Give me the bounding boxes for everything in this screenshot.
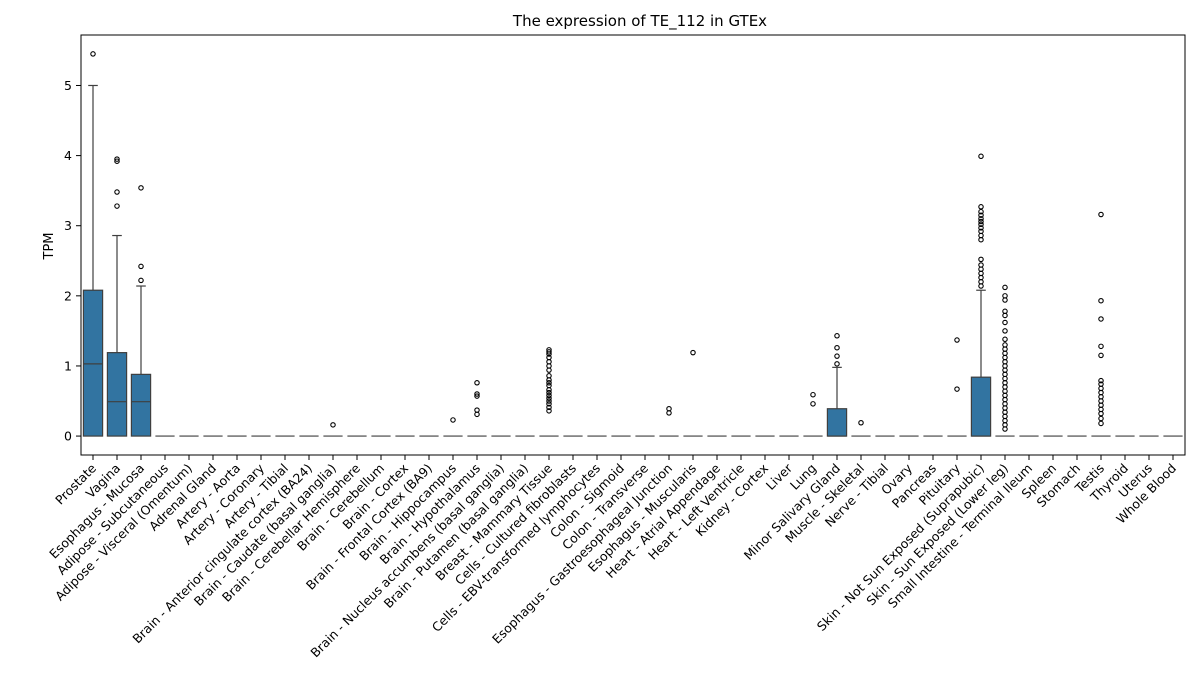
outlier-point (90, 51, 96, 57)
outlier-point (666, 405, 672, 412)
outlier-point (546, 380, 552, 386)
outlier-point (1098, 415, 1104, 422)
outlier-point (1002, 308, 1008, 315)
outlier-point (546, 404, 552, 411)
box (82, 289, 104, 437)
outlier-point (546, 349, 552, 355)
outlier-point (1098, 297, 1104, 304)
y-axis-label: TPM (42, 233, 57, 261)
outlier-point (690, 349, 696, 356)
outlier-point (114, 203, 120, 209)
outlier-point (1002, 342, 1008, 348)
outlier-point (546, 382, 552, 389)
y-tick-label: 0 (64, 429, 72, 444)
outlier-point (1098, 211, 1104, 218)
outlier-point (546, 389, 552, 396)
outlier-point (1098, 316, 1104, 322)
outlier-point (954, 386, 960, 392)
outlier-point (546, 395, 552, 401)
chart-title: The expression of TE_112 in GTEx (512, 12, 767, 31)
outlier-point (1002, 284, 1008, 291)
outlier-point (546, 354, 552, 361)
outlier-point (138, 263, 144, 270)
outlier-point (546, 347, 552, 353)
y-tick-label: 1 (64, 358, 72, 373)
outlier-point (978, 215, 984, 222)
outlier-point (1098, 377, 1104, 384)
outlier-point (114, 156, 120, 162)
outlier-point (330, 422, 336, 428)
outlier-point (1098, 381, 1104, 387)
outlier-point (810, 401, 816, 407)
outlier-point (978, 228, 984, 235)
outlier-point (138, 277, 144, 284)
outlier-point (978, 256, 984, 263)
box (130, 373, 152, 437)
outlier-point (474, 407, 480, 413)
outlier-point (858, 419, 864, 426)
y-tick-label: 4 (64, 148, 72, 163)
box (106, 352, 128, 437)
y-tick-label: 5 (64, 78, 72, 93)
outlier-point (546, 401, 552, 407)
outlier-point (1098, 420, 1104, 427)
outlier-point (450, 417, 456, 423)
outlier-point (546, 398, 552, 404)
outlier-point (474, 391, 480, 397)
box (826, 408, 848, 437)
outlier-point (546, 392, 552, 399)
outlier-point (1002, 336, 1008, 343)
outlier-point (834, 333, 840, 339)
x-tick-label: Liver (763, 460, 796, 493)
outlier-point (978, 221, 984, 228)
outlier-point (954, 337, 960, 343)
outlier-point (978, 204, 984, 210)
outlier-point (114, 158, 120, 164)
y-tick-label: 3 (64, 218, 72, 233)
outlier-point (978, 225, 984, 231)
outlier-point (978, 212, 984, 218)
outlier-point (1098, 352, 1104, 359)
outlier-point (546, 373, 552, 379)
outlier-point (810, 391, 816, 398)
outlier-point (1002, 293, 1008, 299)
outlier-point (1002, 319, 1008, 326)
outlier-point (834, 353, 840, 359)
outlier-point (1002, 328, 1008, 334)
outlier-point (978, 153, 984, 160)
y-tick-label: 2 (64, 288, 72, 303)
outlier-point (546, 408, 552, 414)
outlier-point (834, 361, 840, 367)
outlier-point (978, 262, 984, 268)
outlier-point (834, 344, 840, 351)
outlier-point (138, 185, 144, 191)
axes-frame (80, 34, 1186, 456)
outlier-point (114, 189, 120, 195)
outlier-point (474, 393, 480, 399)
outlier-point (474, 380, 480, 386)
outlier-point (978, 218, 984, 225)
box (970, 376, 992, 437)
outlier-point (1098, 343, 1104, 350)
